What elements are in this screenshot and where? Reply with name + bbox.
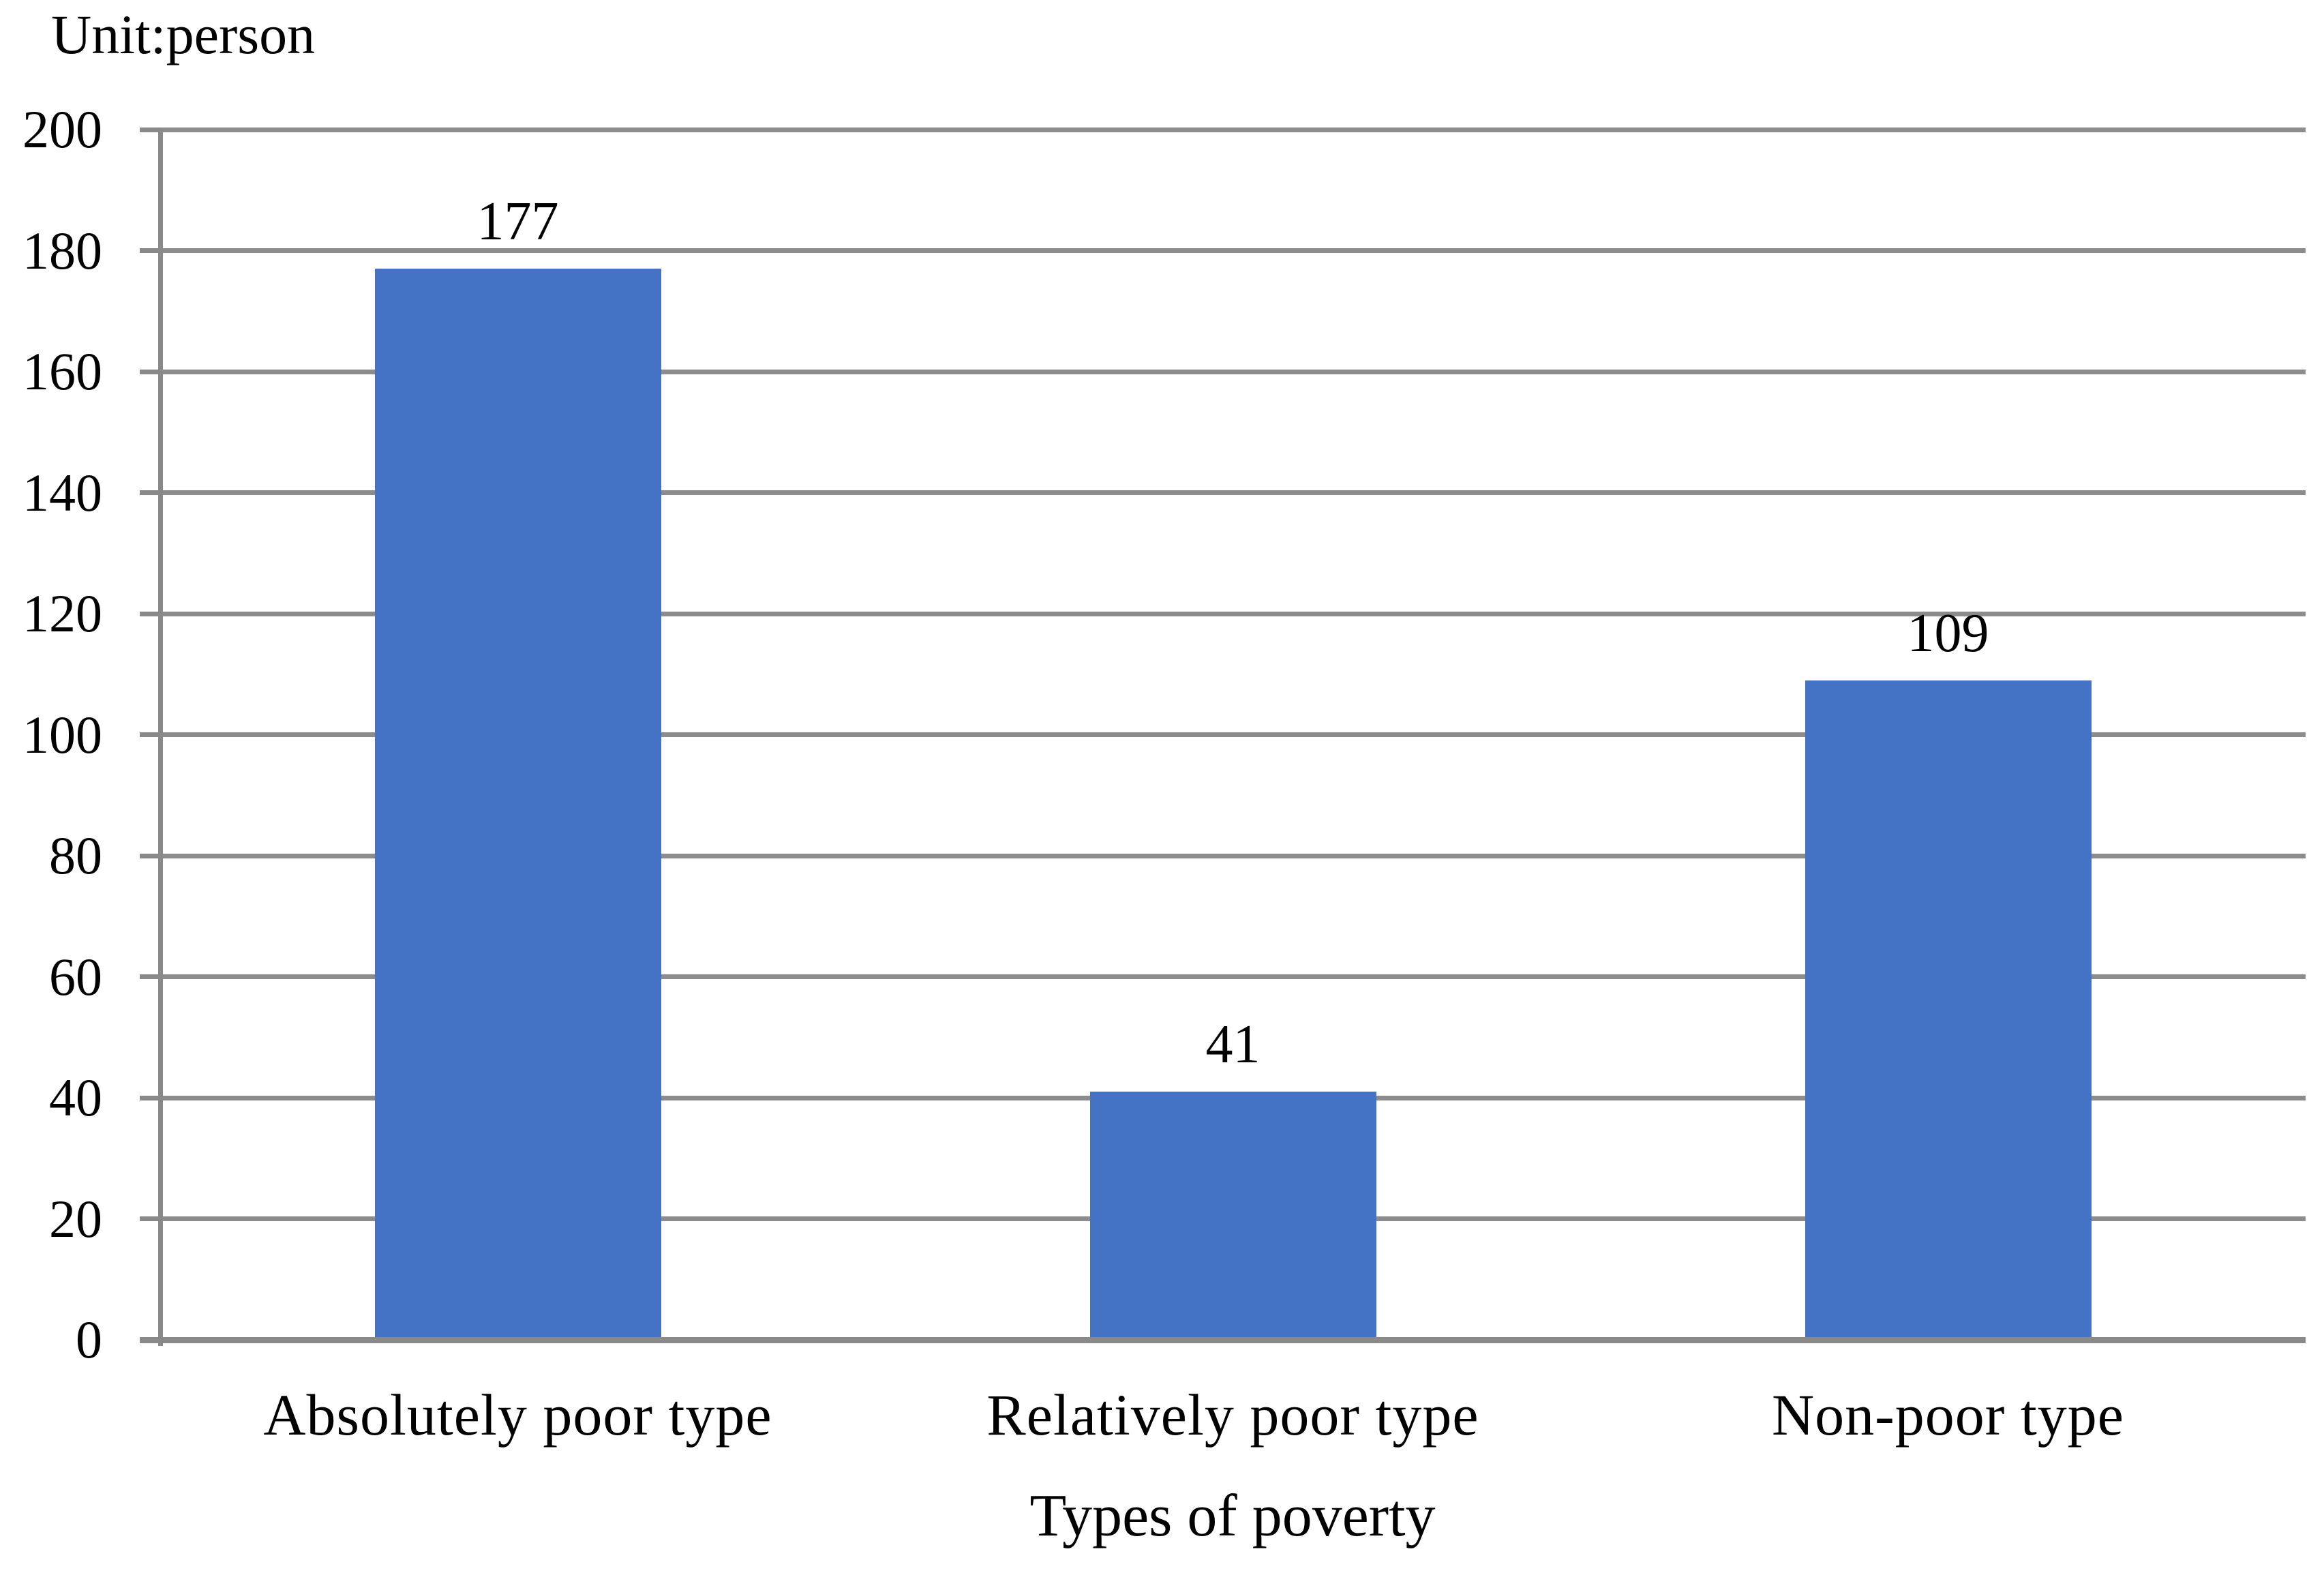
y-axis-tick-120 [140, 611, 160, 616]
y-axis-tick-60 [140, 974, 160, 979]
y-axis-line [157, 130, 163, 1346]
y-axis-tick-80 [140, 853, 160, 858]
y-axis-tick-label-20: 20 [49, 1188, 102, 1248]
y-axis-tick-label-160: 160 [22, 342, 102, 401]
y-axis-tick-label-200: 200 [22, 100, 102, 159]
y-axis-tick-180 [140, 248, 160, 253]
gridline-y160 [160, 369, 2306, 374]
bar-3 [1805, 680, 2092, 1338]
y-axis-tick-label-140: 140 [22, 462, 102, 522]
gridline-y180 [160, 248, 2306, 253]
bar-value-label-2: 41 [1205, 1015, 1261, 1075]
unit-label: Unit:person [51, 3, 316, 65]
y-axis-tick-label-80: 80 [49, 826, 102, 885]
x-axis-title: Types of poverty [1029, 1483, 1436, 1549]
bar-2 [1089, 1092, 1376, 1338]
bar-value-label-3: 109 [1907, 603, 1989, 663]
bar-value-label-1: 177 [477, 192, 559, 252]
x-axis-category-label-1: Absolutely poor type [263, 1382, 772, 1448]
y-axis-tick-40 [140, 1095, 160, 1100]
gridline-y100 [160, 732, 2306, 737]
gridline-y120 [160, 611, 2306, 616]
y-axis-tick-label-180: 180 [22, 220, 102, 280]
y-axis-tick-20 [140, 1216, 160, 1221]
y-axis-tick-100 [140, 732, 160, 737]
y-axis-tick-label-0: 0 [76, 1310, 102, 1369]
x-axis-category-label-2: Relatively poor type [986, 1382, 1479, 1448]
bar-1 [374, 269, 661, 1338]
gridline-y80 [160, 853, 2306, 858]
gridline-y60 [160, 974, 2306, 979]
x-axis-category-label-3: Non-poor type [1772, 1382, 2124, 1448]
y-axis-tick-200 [140, 127, 160, 132]
y-axis-tick-label-40: 40 [49, 1068, 102, 1127]
y-axis-tick-label-120: 120 [22, 584, 102, 643]
y-axis-tick-label-100: 100 [22, 704, 102, 764]
y-axis-tick-label-60: 60 [49, 946, 102, 1006]
y-axis-tick-160 [140, 369, 160, 374]
gridline-y200 [160, 127, 2306, 132]
x-axis-line [140, 1337, 2306, 1343]
gridline-y140 [160, 490, 2306, 495]
y-axis-tick-140 [140, 490, 160, 495]
